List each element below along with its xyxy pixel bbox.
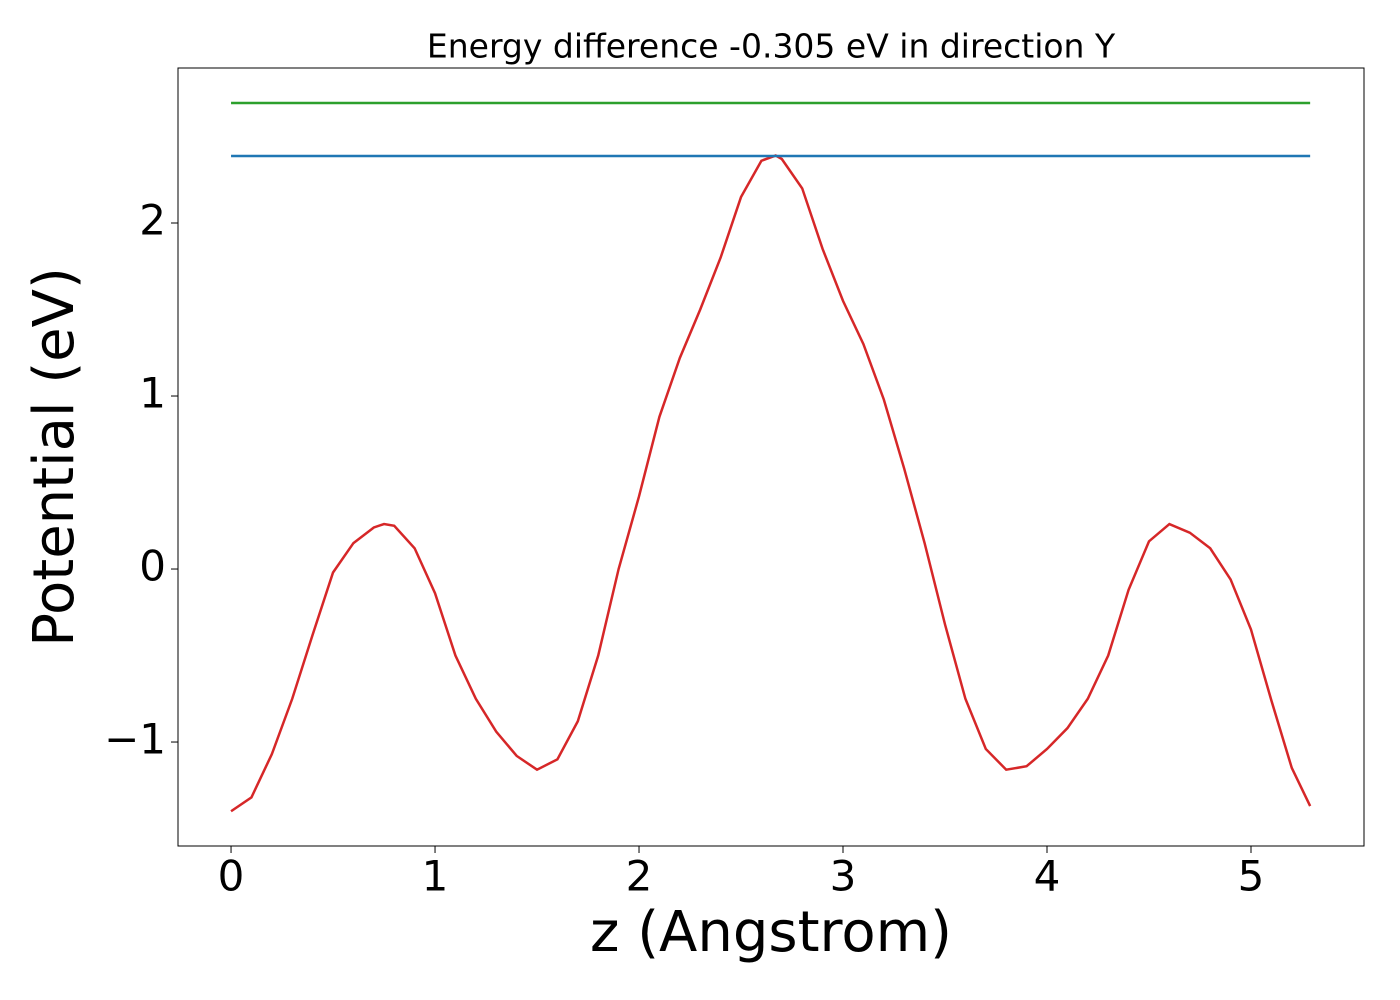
x-tick-label: 5 — [1238, 852, 1265, 901]
y-tick-label: −1 — [104, 715, 166, 764]
x-tick-label: 2 — [626, 852, 653, 901]
y-axis-label: Potential (eV) — [22, 267, 87, 647]
x-tick-label: 4 — [1034, 852, 1061, 901]
chart-title: Energy difference -0.305 eV in direction… — [427, 27, 1116, 66]
line-series — [230, 154, 1312, 813]
y-tick-label: 1 — [139, 369, 166, 418]
plot-frame — [177, 67, 1365, 847]
y-tick-label: 2 — [139, 196, 166, 245]
y-tick-label: 0 — [139, 542, 166, 591]
x-tick-label: 1 — [422, 852, 449, 901]
x-tick-label: 3 — [830, 852, 857, 901]
x-tick-label: 0 — [218, 852, 245, 901]
x-axis-label: z (Angstrom) — [590, 900, 952, 965]
